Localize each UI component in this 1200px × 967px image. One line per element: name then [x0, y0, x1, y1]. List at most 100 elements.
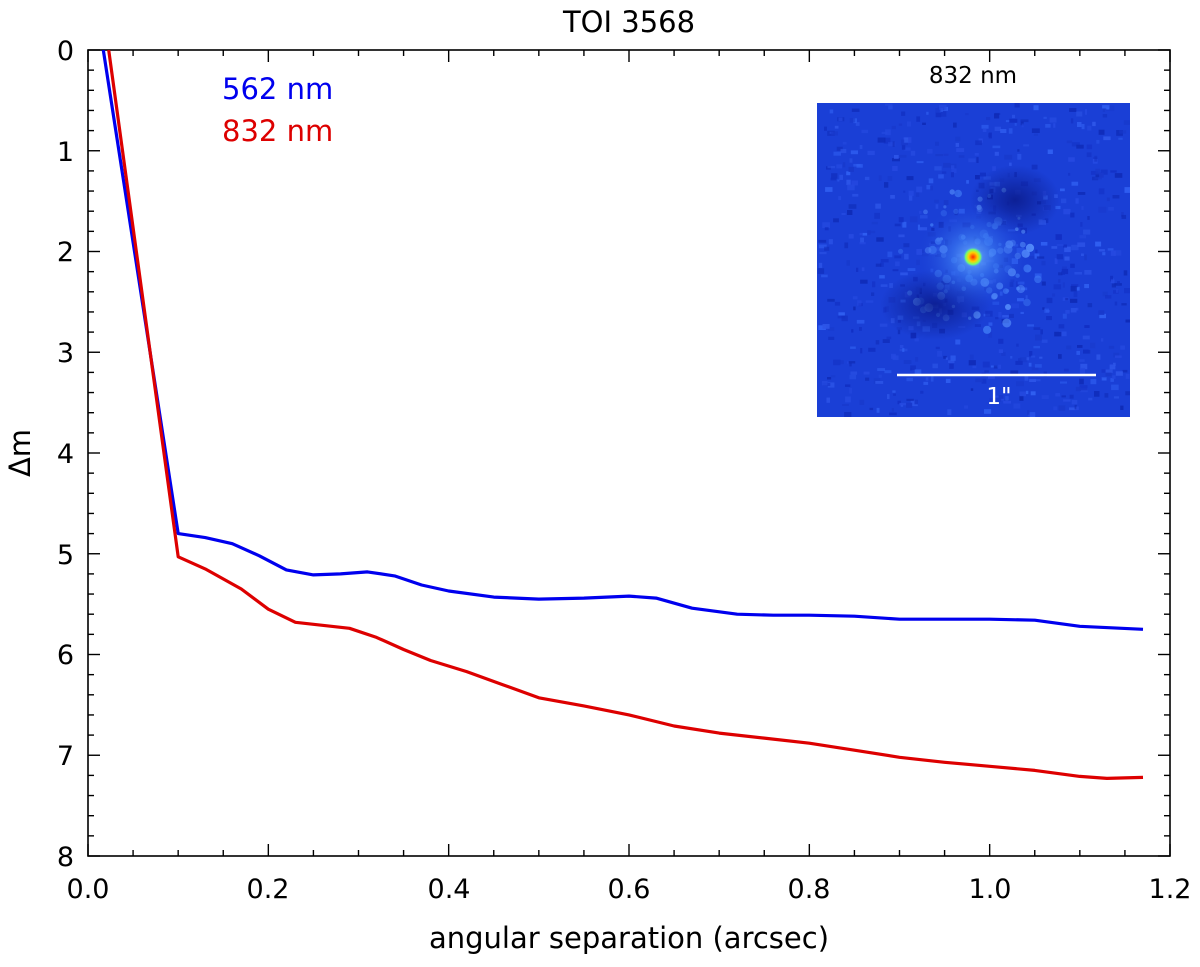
- speckle-pixel: [830, 177, 837, 181]
- speckle-pixel: [1110, 279, 1115, 284]
- speckle-pixel: [1094, 155, 1098, 162]
- speckle-pixel: [1020, 311, 1024, 314]
- speckle-pixel: [927, 148, 933, 154]
- speckle-pixel: [834, 301, 841, 306]
- x-tick-label: 1.0: [969, 874, 1012, 905]
- speckle-pixel: [850, 346, 856, 349]
- speckle-pixel: [845, 396, 851, 403]
- speckle-pixel: [940, 111, 947, 117]
- speckle-pixel: [904, 137, 909, 143]
- speckle-pixel: [882, 339, 890, 343]
- speckle-pixel: [1069, 407, 1077, 411]
- y-tick-label: 4: [57, 439, 74, 470]
- speckle-pixel: [1055, 234, 1062, 240]
- speckle-pixel: [949, 363, 954, 369]
- speckle-pixel: [1046, 297, 1053, 304]
- speckle-pixel: [856, 267, 859, 272]
- inset-star-core: [963, 247, 983, 267]
- speckle-pixel: [1063, 208, 1071, 215]
- speckle-pixel: [890, 195, 895, 199]
- speckle-pixel: [1064, 246, 1071, 253]
- speckle-pixel: [857, 300, 862, 306]
- speckle-pixel: [817, 268, 825, 274]
- speckle-pixel: [984, 370, 989, 373]
- speckle-pixel: [1058, 324, 1065, 329]
- speckle-pixel: [1019, 357, 1028, 363]
- speckle-pixel: [920, 215, 928, 219]
- speckle-pixel: [1009, 118, 1018, 123]
- speckle-pixel: [827, 298, 835, 302]
- speckle-blob: [983, 325, 992, 334]
- x-axis-ticks: [87, 50, 1171, 856]
- speckle-pixel: [953, 122, 957, 128]
- speckle-pixel: [908, 190, 914, 196]
- speckle-pixel: [1017, 298, 1024, 302]
- speckle-pixel: [1035, 334, 1042, 341]
- speckle-pixel: [1102, 114, 1108, 118]
- speckle-pixel: [836, 146, 843, 151]
- speckle-pixel: [831, 131, 838, 136]
- speckle-pixel: [867, 150, 875, 156]
- speckle-pixel: [888, 105, 893, 110]
- speckle-pixel: [1125, 391, 1130, 396]
- speckle-pixel: [868, 347, 876, 352]
- speckle-pixel: [1069, 108, 1077, 112]
- speckle-pixel: [1075, 286, 1080, 291]
- speckle-pixel: [872, 281, 876, 288]
- speckle-pixel: [877, 137, 886, 143]
- speckle-pixel: [920, 390, 924, 394]
- speckle-pixel: [833, 359, 841, 366]
- speckle-pixel: [895, 261, 900, 267]
- speckle-pixel: [889, 412, 897, 416]
- speckle-pixel: [1079, 378, 1084, 385]
- y-tick-label: 5: [57, 540, 74, 571]
- y-tick-labels: 0 1 2 3 4 5 6 7 8: [57, 36, 74, 873]
- speckle-pixel: [1012, 114, 1015, 119]
- speckle-pixel: [1047, 149, 1053, 154]
- speckle-pixel: [965, 113, 969, 116]
- speckle-pixel: [1019, 394, 1024, 401]
- speckle-pixel: [1110, 275, 1114, 282]
- speckle-pixel: [849, 374, 857, 380]
- speckle-pixel: [1103, 136, 1111, 141]
- speckle-pixel: [876, 407, 880, 413]
- speckle-pixel: [1125, 319, 1130, 323]
- speckle-pixel: [1058, 279, 1061, 283]
- speckle-pixel: [826, 397, 830, 403]
- speckle-pixel: [899, 402, 907, 406]
- speckle-pixel: [1075, 386, 1081, 392]
- speckle-pixel: [1073, 291, 1078, 298]
- speckle-pixel: [828, 327, 835, 331]
- speckle-pixel: [1098, 129, 1105, 135]
- speckle-pixel: [901, 144, 906, 150]
- speckle-pixel: [1029, 378, 1036, 382]
- speckle-pixel: [994, 151, 999, 156]
- speckle-pixel: [1120, 345, 1125, 350]
- speckle-pixel: [1066, 140, 1073, 144]
- speckle-pixel: [1042, 307, 1045, 310]
- speckle-pixel: [941, 171, 947, 174]
- speckle-pixel: [849, 118, 856, 123]
- speckle-pixel: [875, 381, 884, 384]
- speckle-pixel: [898, 234, 905, 238]
- speckle-pixel: [836, 164, 842, 169]
- speckle-pixel: [1063, 399, 1071, 402]
- speckle-pixel: [851, 180, 858, 186]
- speckle-pixel: [994, 126, 1001, 131]
- speckle-pixel: [932, 363, 938, 369]
- speckle-pixel: [875, 203, 881, 209]
- speckle-pixel: [1023, 144, 1030, 147]
- speckle-pixel: [1101, 369, 1106, 373]
- speckle-pixel: [1113, 352, 1120, 358]
- speckle-pixel: [1083, 229, 1091, 235]
- speckle-pixel: [955, 143, 959, 147]
- speckle-pixel: [910, 150, 916, 156]
- speckle-pixel: [922, 122, 926, 125]
- speckle-pixel: [955, 339, 961, 345]
- speckle-pixel: [880, 284, 888, 287]
- speckle-pixel: [1086, 144, 1093, 150]
- speckle-pixel: [992, 145, 1001, 149]
- speckle-pixel: [891, 408, 894, 412]
- speckle-pixel: [1041, 395, 1049, 399]
- speckle-pixel: [1106, 105, 1115, 112]
